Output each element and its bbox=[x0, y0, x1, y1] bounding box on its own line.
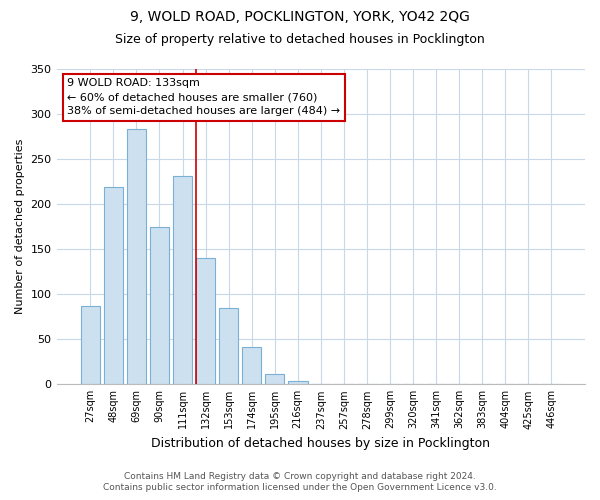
Text: 9, WOLD ROAD, POCKLINGTON, YORK, YO42 2QG: 9, WOLD ROAD, POCKLINGTON, YORK, YO42 2Q… bbox=[130, 10, 470, 24]
Bar bbox=[127, 130, 146, 384]
X-axis label: Distribution of detached houses by size in Pocklington: Distribution of detached houses by size … bbox=[151, 437, 490, 450]
Bar bbox=[80, 306, 100, 384]
Bar bbox=[196, 258, 215, 384]
Bar bbox=[265, 374, 284, 384]
Bar bbox=[173, 176, 193, 384]
Bar bbox=[242, 348, 262, 385]
Bar bbox=[149, 226, 169, 384]
Text: Contains HM Land Registry data © Crown copyright and database right 2024.
Contai: Contains HM Land Registry data © Crown c… bbox=[103, 472, 497, 492]
Text: 9 WOLD ROAD: 133sqm
← 60% of detached houses are smaller (760)
38% of semi-detac: 9 WOLD ROAD: 133sqm ← 60% of detached ho… bbox=[67, 78, 340, 116]
Text: Size of property relative to detached houses in Pocklington: Size of property relative to detached ho… bbox=[115, 32, 485, 46]
Y-axis label: Number of detached properties: Number of detached properties bbox=[15, 139, 25, 314]
Bar bbox=[104, 187, 123, 384]
Bar bbox=[288, 380, 308, 384]
Bar bbox=[219, 308, 238, 384]
